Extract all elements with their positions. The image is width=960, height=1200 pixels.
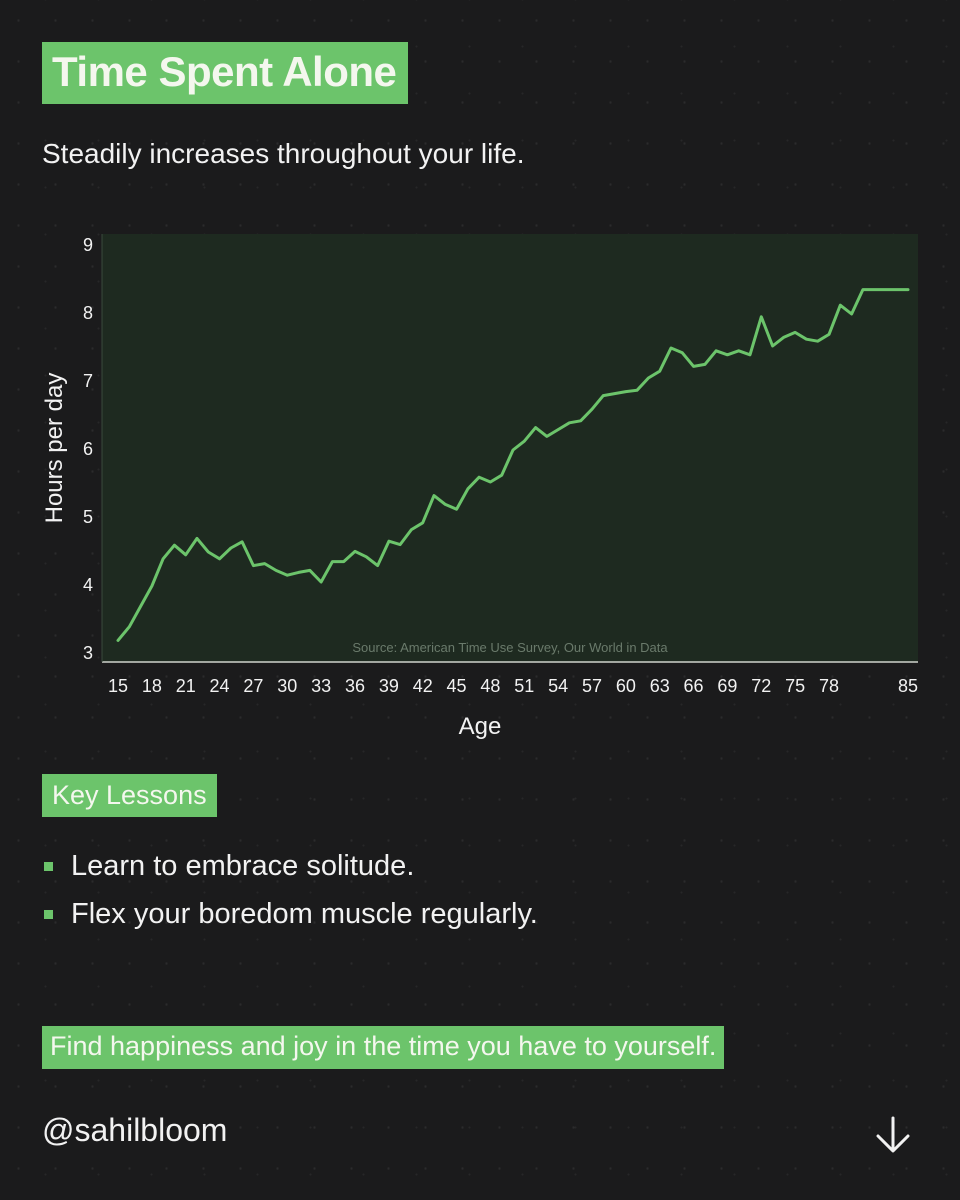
x-tick-label: 15 (108, 676, 128, 696)
closing-statement: Find happiness and joy in the time you h… (42, 1026, 725, 1069)
x-tick-label: 75 (785, 676, 805, 696)
y-tick-label: 4 (83, 575, 93, 595)
x-tick-label: 27 (243, 676, 263, 696)
y-axis-title: Hours per day (41, 373, 68, 524)
square-bullet-icon (44, 862, 53, 871)
y-tick-label: 3 (83, 643, 93, 663)
x-axis-title: Age (459, 713, 502, 740)
y-tick-label: 5 (83, 507, 93, 527)
x-tick-label: 63 (650, 676, 670, 696)
source-note: Source: American Time Use Survey, Our Wo… (352, 640, 668, 655)
y-tick-label: 8 (83, 303, 93, 323)
lesson-text: Flex your boredom muscle regularly. (71, 898, 538, 930)
x-tick-label: 21 (176, 676, 196, 696)
square-bullet-icon (44, 910, 53, 919)
x-tick-label: 42 (413, 676, 433, 696)
x-tick-label: 60 (616, 676, 636, 696)
x-tick-label: 45 (447, 676, 467, 696)
y-tick-label: 6 (83, 439, 93, 459)
chart-container: 3 4 5 6 7 8 9 15 18 21 24 27 30 33 36 39 42 45 48 51 54 57 60 6… (0, 220, 960, 750)
lesson-text: Learn to embrace solitude. (71, 850, 415, 882)
x-tick-label: 72 (751, 676, 771, 696)
plot-area (102, 234, 918, 662)
x-tick-label: 36 (345, 676, 365, 696)
x-tick-label: 54 (548, 676, 568, 696)
lesson-item: Learn to embrace solitude. (42, 850, 414, 883)
arrow-down-icon[interactable] (872, 1114, 914, 1156)
page-title: Time Spent Alone (52, 48, 397, 95)
page-subtitle: Steadily increases throughout your life. (42, 138, 525, 169)
x-tick-label: 33 (311, 676, 331, 696)
x-tick-label: 18 (142, 676, 162, 696)
x-tick-label: 51 (514, 676, 534, 696)
title-highlight: Time Spent Alone (42, 42, 409, 104)
y-tick-label: 7 (83, 371, 93, 391)
x-tick-label: 85 (898, 676, 918, 696)
lesson-item: Flex your boredom muscle regularly. (42, 898, 538, 931)
x-tick-label: 39 (379, 676, 399, 696)
y-tick-label: 9 (83, 235, 93, 255)
x-tick-label: 30 (277, 676, 297, 696)
x-tick-label: 69 (717, 676, 737, 696)
x-tick-label: 24 (210, 676, 230, 696)
x-tick-label: 57 (582, 676, 602, 696)
x-tick-label: 66 (684, 676, 704, 696)
x-tick-label: 78 (819, 676, 839, 696)
x-tick-label: 48 (480, 676, 500, 696)
author-handle[interactable]: @sahilbloom (42, 1112, 228, 1148)
key-lessons-heading: Key Lessons (42, 774, 217, 817)
